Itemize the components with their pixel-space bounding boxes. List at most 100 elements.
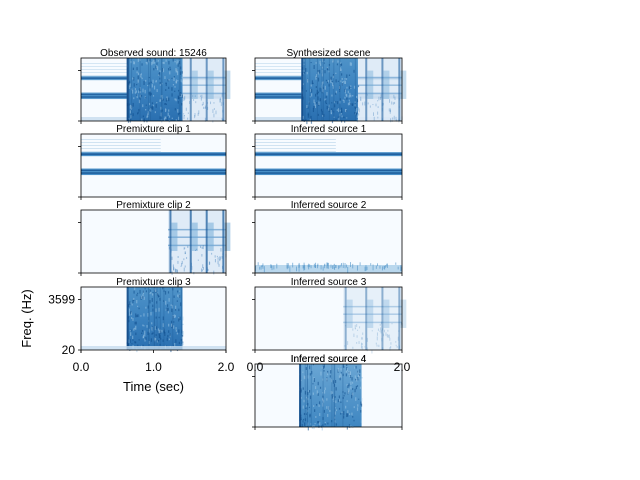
impact-speckle	[221, 117, 223, 120]
noise-speckle	[350, 85, 352, 87]
noise-speckle	[348, 74, 351, 77]
noise-speckle	[346, 86, 348, 89]
low-noise-speckle	[273, 265, 275, 270]
impact-speckle	[392, 102, 394, 105]
noise-speckle	[143, 296, 145, 300]
noise-speckle	[173, 76, 175, 78]
noise-speckle	[175, 98, 177, 102]
noise-speckle	[326, 406, 328, 409]
noise-speckle	[310, 84, 312, 87]
noise-speckle	[179, 290, 181, 292]
low-noise-speckle	[287, 263, 289, 269]
noise-speckle	[177, 63, 179, 67]
noise-speckle	[323, 365, 325, 369]
noise-speckle	[321, 366, 323, 369]
noise-speckle	[181, 336, 183, 339]
noise-speckle	[165, 309, 167, 311]
noise-speckle	[137, 111, 139, 114]
noise-speckle	[151, 293, 154, 296]
noise-streak	[339, 58, 341, 121]
noise-speckle	[170, 304, 172, 306]
impact-speckle	[204, 117, 206, 122]
noise-speckle	[307, 112, 309, 116]
noise-speckle	[335, 387, 337, 391]
noise-speckle	[310, 119, 313, 124]
noise-speckle	[346, 400, 348, 403]
noise-speckle	[340, 62, 342, 64]
impact-speckle	[217, 257, 219, 260]
noise-speckle	[356, 108, 358, 112]
noise-speckle	[306, 409, 309, 413]
noise-speckle	[158, 71, 161, 76]
noise-speckle	[165, 116, 167, 120]
noise-speckle	[165, 103, 167, 106]
impact-speckle	[189, 101, 191, 105]
noise-speckle	[347, 410, 349, 414]
impact-speckle	[358, 113, 360, 116]
noise-speckle	[327, 413, 329, 417]
noise-speckle	[162, 287, 164, 290]
noise-speckle	[338, 86, 341, 89]
noise-speckle	[305, 119, 307, 121]
noise-speckle	[169, 333, 171, 337]
noise-speckle	[307, 403, 309, 406]
noise-speckle	[334, 411, 336, 415]
noise-speckle	[350, 386, 352, 390]
impact-speckle	[380, 327, 382, 331]
noise-speckle	[178, 329, 180, 333]
tone-band-core	[255, 172, 402, 174]
noise-speckle	[148, 320, 150, 322]
impact-speckle	[398, 330, 400, 332]
impact-speckle	[219, 256, 221, 260]
noise-speckle	[138, 307, 140, 310]
low-noise-speckle	[347, 266, 349, 273]
low-noise-speckle	[383, 265, 385, 270]
noise-speckle	[139, 88, 141, 92]
noise-speckle	[347, 102, 350, 106]
noise-speckle	[155, 65, 157, 69]
noise-streak	[148, 287, 150, 350]
noise-speckle	[168, 79, 170, 81]
impact-speckle	[213, 113, 215, 118]
low-noise-speckle	[261, 265, 263, 268]
noise-speckle	[155, 308, 157, 313]
noise-speckle	[157, 66, 159, 71]
noise-speckle	[144, 288, 146, 290]
noise-speckle	[159, 334, 161, 339]
noise-speckle	[341, 115, 343, 118]
noise-speckle	[333, 111, 335, 113]
noise-speckle	[313, 106, 315, 109]
noise-speckle	[134, 287, 136, 291]
noise-speckle	[314, 102, 316, 106]
noise-speckle	[129, 301, 131, 305]
noise-speckle	[306, 105, 308, 108]
noise-speckle	[326, 380, 328, 382]
noise-speckle	[341, 77, 343, 80]
impact-speckle	[212, 120, 214, 123]
impact-line	[169, 210, 172, 273]
noise-speckle	[156, 293, 159, 296]
impact-line	[189, 58, 192, 121]
impact-speckle	[362, 102, 364, 106]
noise-speckle	[307, 422, 309, 425]
noise-speckle	[319, 422, 321, 426]
noise-speckle	[143, 118, 145, 123]
impact-speckle	[194, 113, 196, 117]
noise-speckle	[150, 108, 152, 112]
noise-speckle	[306, 71, 308, 75]
impact-decay	[383, 70, 390, 99]
noise-speckle	[172, 288, 174, 291]
impact-speckle	[177, 260, 179, 264]
noise-speckle	[335, 409, 338, 412]
noise-speckle	[309, 373, 311, 376]
noise-speckle	[138, 99, 141, 104]
noise-speckle	[156, 62, 158, 65]
noise-streak	[303, 58, 305, 121]
noise-speckle	[167, 112, 169, 116]
impact-speckle	[390, 118, 392, 123]
impact-speckle	[394, 101, 396, 105]
noise-speckle	[321, 66, 324, 69]
noise-speckle	[348, 86, 351, 90]
noise-speckle	[351, 377, 353, 381]
noise-speckle	[168, 86, 170, 89]
